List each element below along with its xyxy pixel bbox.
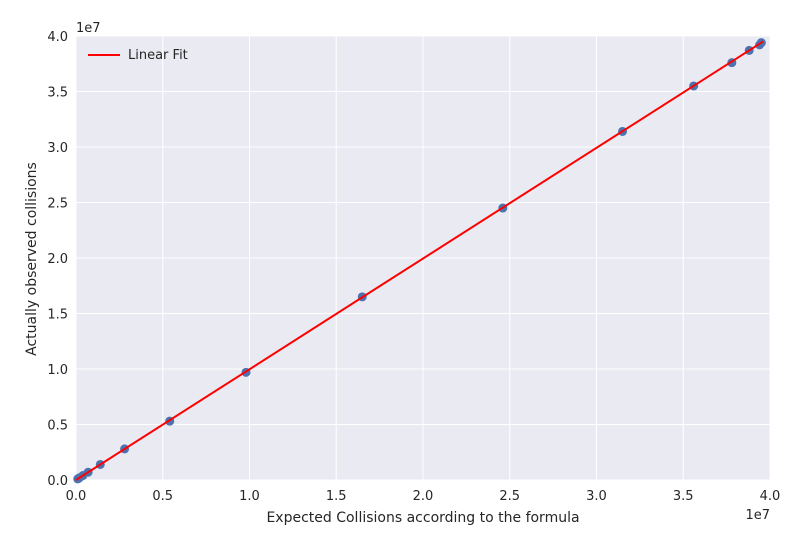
y-offset-label: 1e7	[76, 21, 101, 36]
x-tick-label: 3.0	[586, 489, 607, 504]
x-tick-label: 2.0	[413, 489, 434, 504]
y-tick-label: 3.5	[47, 86, 68, 101]
y-tick-label: 0.5	[47, 419, 68, 434]
x-tick-label: 0.5	[152, 489, 173, 504]
x-tick-label: 1.5	[326, 489, 347, 504]
x-tick-label: 1.0	[239, 489, 260, 504]
x-tick-label: 3.5	[673, 489, 694, 504]
y-tick-label: 4.0	[47, 30, 68, 45]
x-tick-label: 2.5	[499, 489, 520, 504]
y-tick-label: 2.0	[47, 252, 68, 267]
x-tick-labels: 0.0 0.5 1.0 1.5 2.0 2.5 3.0 3.5 4.0	[66, 489, 781, 504]
x-tick-label: 4.0	[760, 489, 781, 504]
y-tick-label: 0.0	[47, 474, 68, 489]
legend-label-linear-fit: Linear Fit	[128, 48, 188, 63]
y-tick-label: 1.5	[47, 308, 68, 323]
x-axis-label: Expected Collisions according to the for…	[266, 510, 579, 526]
x-offset-label: 1e7	[745, 508, 770, 523]
y-tick-label: 2.5	[47, 197, 68, 212]
y-tick-label: 3.0	[47, 141, 68, 156]
y-axis-label: Actually observed collisions	[24, 162, 40, 356]
x-tick-label: 0.0	[66, 489, 87, 504]
y-tick-label: 1.0	[47, 363, 68, 378]
y-tick-labels: 0.0 0.5 1.0 1.5 2.0 2.5 3.0 3.5 4.0	[47, 30, 68, 489]
